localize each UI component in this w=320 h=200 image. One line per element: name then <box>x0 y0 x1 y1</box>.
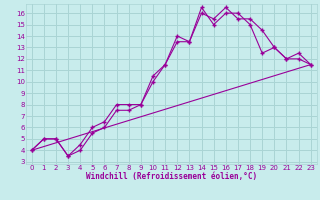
X-axis label: Windchill (Refroidissement éolien,°C): Windchill (Refroidissement éolien,°C) <box>86 172 257 181</box>
